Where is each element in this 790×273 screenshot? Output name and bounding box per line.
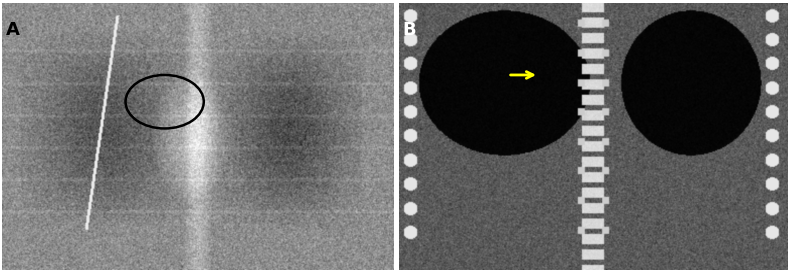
- Text: B: B: [403, 22, 416, 40]
- Text: A: A: [6, 22, 21, 40]
